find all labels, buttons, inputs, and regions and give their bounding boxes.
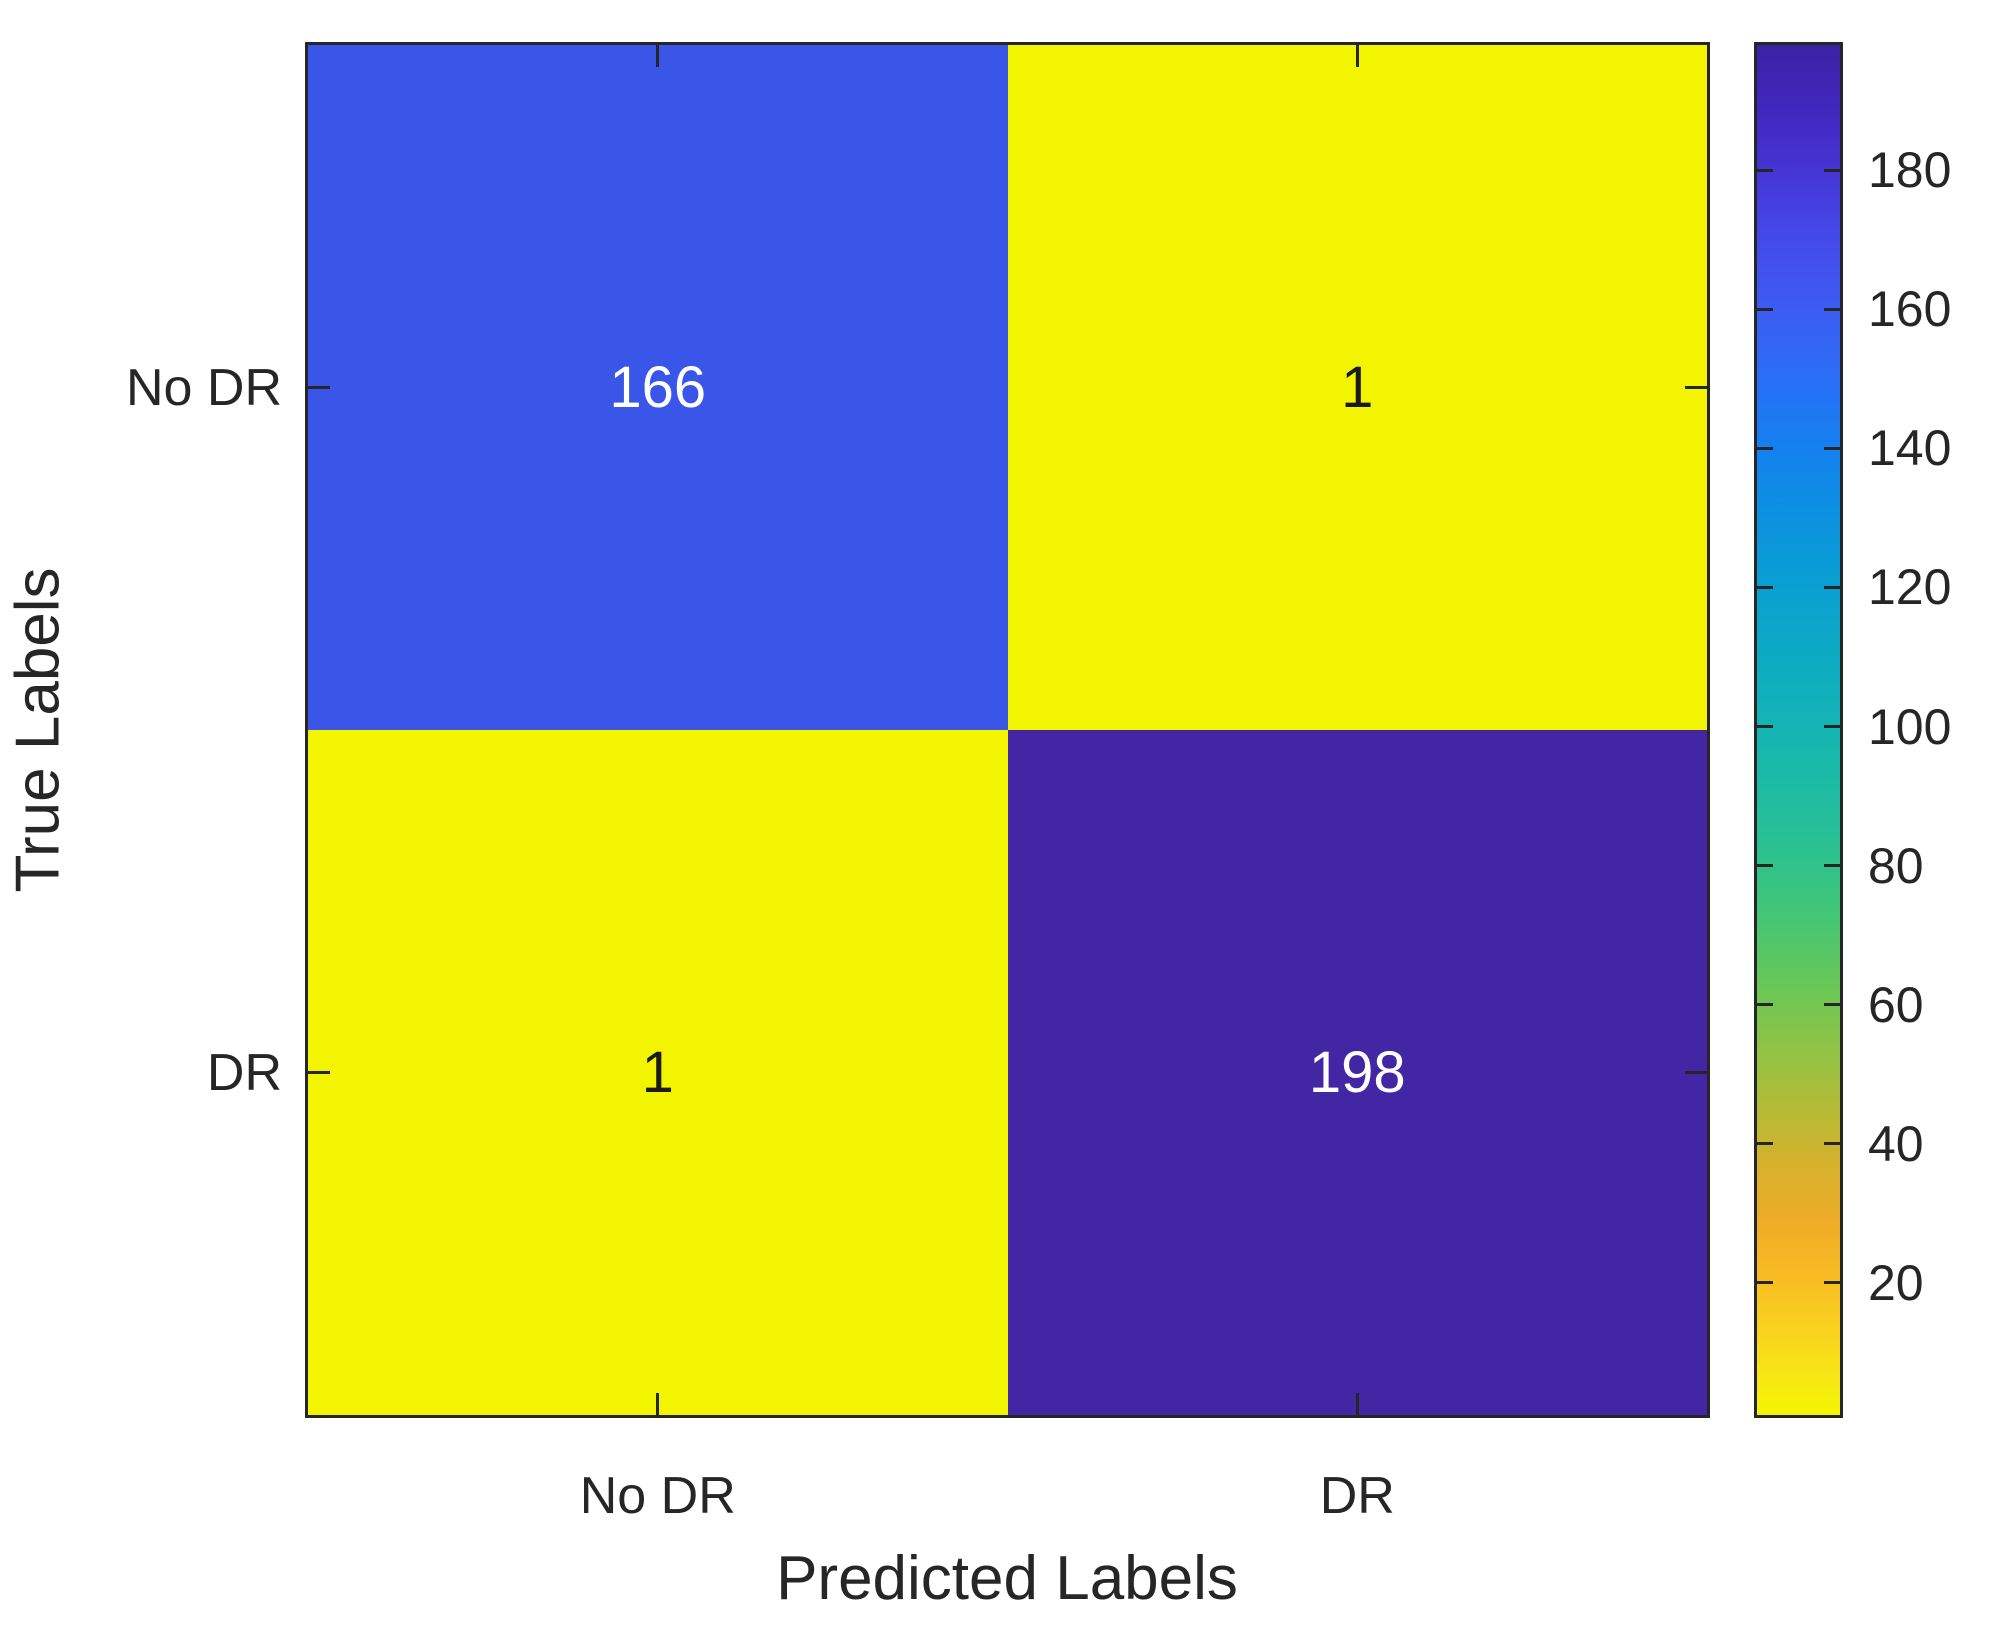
x-tick-mark-bottom xyxy=(1355,1393,1359,1415)
colorbar-tick-mark xyxy=(1824,307,1840,311)
x-tick-label-DR: DR xyxy=(1319,1467,1395,1525)
y-tick-label-No DR: No DR xyxy=(125,358,282,417)
colorbar-tick-mark xyxy=(1757,1281,1773,1285)
colorbar-tick-label-20: 20 xyxy=(1868,1254,1924,1311)
colorbar-tick-label-120: 120 xyxy=(1868,559,1952,616)
colorbar-tick-mark xyxy=(1757,585,1773,589)
colorbar-tick-label-60: 60 xyxy=(1868,976,1924,1033)
colorbar-tick-label-80: 80 xyxy=(1868,837,1924,894)
y-tick-mark-left xyxy=(308,386,330,389)
colorbar-tick-label-140: 140 xyxy=(1868,420,1952,477)
colorbar xyxy=(1754,42,1843,1418)
heatmap-cell-DR-No DR: 1 xyxy=(308,730,1008,1415)
colorbar-tick-mark xyxy=(1824,1281,1840,1285)
x-axis-title: Predicted Labels xyxy=(776,1544,1238,1613)
colorbar-tick-mark xyxy=(1757,1003,1773,1007)
colorbar-tick-mark xyxy=(1824,168,1840,172)
colorbar-tick-label-180: 180 xyxy=(1868,142,1952,199)
heatmap-plot-area: 166 1 1 198 xyxy=(305,42,1710,1418)
colorbar-tick-mark xyxy=(1757,725,1773,729)
y-tick-mark-right xyxy=(1685,1071,1707,1074)
cell-value: 1 xyxy=(641,1039,674,1105)
y-tick-mark-right xyxy=(1685,386,1707,389)
y-axis-title: True Labels xyxy=(3,567,73,893)
colorbar-tick-mark xyxy=(1757,864,1773,868)
cell-value: 1 xyxy=(1341,354,1374,420)
colorbar-tick-mark xyxy=(1757,307,1773,311)
y-tick-mark-left xyxy=(308,1071,330,1074)
cell-value: 166 xyxy=(609,354,707,420)
colorbar-tick-label-160: 160 xyxy=(1868,281,1952,338)
x-tick-mark-top xyxy=(1355,45,1359,67)
colorbar-tick-mark xyxy=(1757,446,1773,450)
cell-value: 198 xyxy=(1308,1039,1406,1105)
colorbar-tick-mark xyxy=(1824,725,1840,729)
heatmap-cell-DR-DR: 198 xyxy=(1007,730,1707,1415)
colorbar-tick-mark xyxy=(1824,585,1840,589)
colorbar-tick-label-40: 40 xyxy=(1868,1115,1924,1172)
heatmap-cells: 166 1 1 198 xyxy=(308,45,1707,1415)
x-tick-mark-bottom xyxy=(656,1393,660,1415)
x-tick-mark-top xyxy=(656,45,660,67)
colorbar-tick-label-100: 100 xyxy=(1868,698,1952,755)
y-tick-label-DR: DR xyxy=(206,1043,282,1102)
x-tick-label-No DR: No DR xyxy=(579,1467,736,1525)
colorbar-tick-mark xyxy=(1757,168,1773,172)
colorbar-tick-mark xyxy=(1824,1142,1840,1146)
colorbar-tick-mark xyxy=(1824,864,1840,868)
heatmap-cell-No DR-DR: 1 xyxy=(1007,45,1707,730)
colorbar-tick-mark xyxy=(1824,446,1840,450)
colorbar-tick-mark xyxy=(1824,1003,1840,1007)
colorbar-tick-mark xyxy=(1757,1142,1773,1146)
heatmap-cell-No DR-No DR: 166 xyxy=(308,45,1008,730)
